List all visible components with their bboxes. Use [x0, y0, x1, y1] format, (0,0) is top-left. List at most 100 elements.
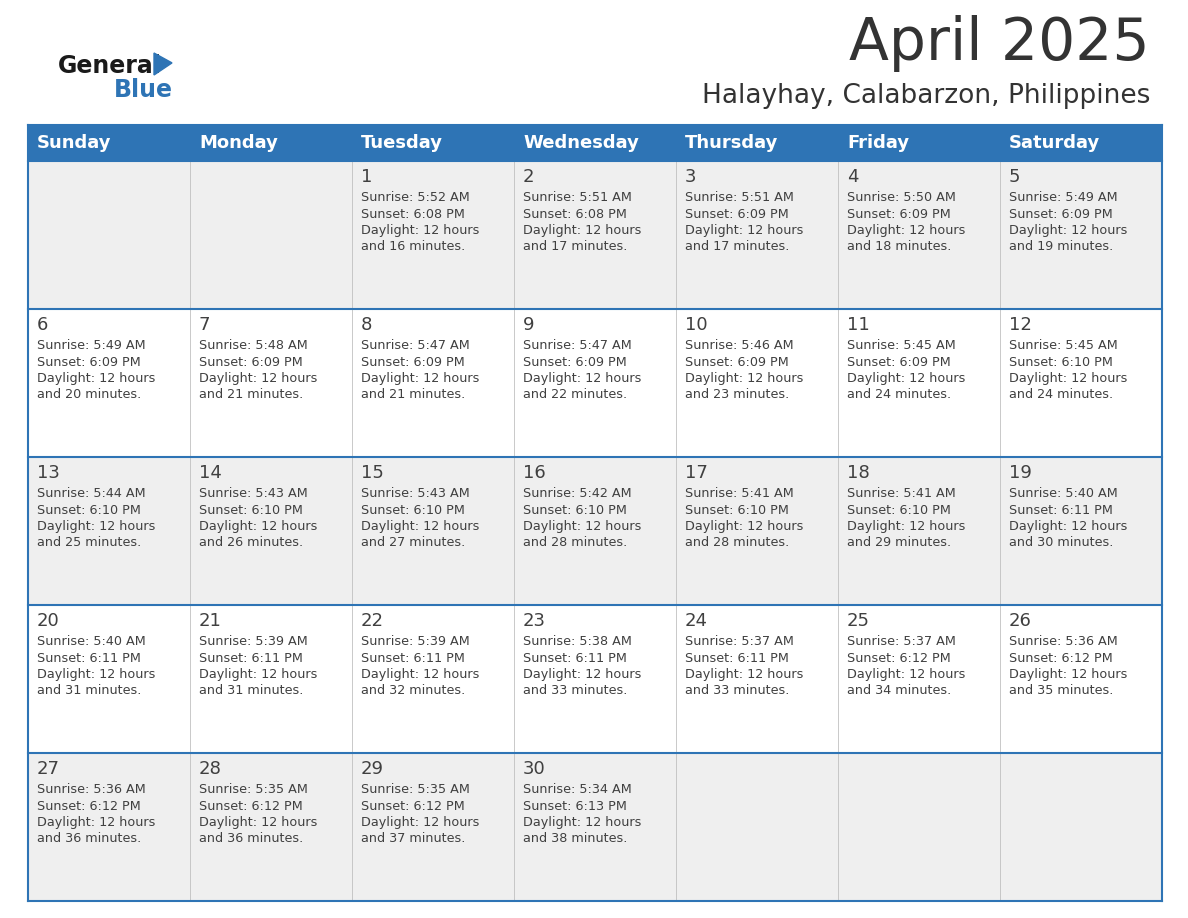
Text: Sunset: 6:08 PM: Sunset: 6:08 PM [361, 207, 465, 220]
Text: Sunrise: 5:49 AM: Sunrise: 5:49 AM [37, 339, 146, 352]
Text: Sunset: 6:09 PM: Sunset: 6:09 PM [685, 207, 789, 220]
Bar [838, 161, 1000, 309]
Text: Sunrise: 5:35 AM: Sunrise: 5:35 AM [200, 783, 308, 796]
Bar [838, 457, 1000, 605]
Text: and 22 minutes.: and 22 minutes. [523, 388, 627, 401]
Text: Sunrise: 5:40 AM: Sunrise: 5:40 AM [37, 635, 146, 648]
Text: Sunset: 6:10 PM: Sunset: 6:10 PM [847, 503, 950, 517]
Text: Daylight: 12 hours: Daylight: 12 hours [361, 224, 480, 237]
Text: 2: 2 [523, 168, 535, 186]
Text: Sunrise: 5:34 AM: Sunrise: 5:34 AM [523, 783, 632, 796]
Bar [29, 161, 190, 309]
Bar [676, 753, 838, 901]
Polygon shape [154, 53, 172, 75]
Text: Daylight: 12 hours: Daylight: 12 hours [1009, 372, 1127, 385]
Text: Sunrise: 5:49 AM: Sunrise: 5:49 AM [1009, 191, 1118, 204]
Text: Sunset: 6:10 PM: Sunset: 6:10 PM [685, 503, 789, 517]
Text: 19: 19 [1009, 464, 1032, 482]
Text: Daylight: 12 hours: Daylight: 12 hours [1009, 224, 1127, 237]
Text: Daylight: 12 hours: Daylight: 12 hours [685, 520, 803, 533]
Text: and 17 minutes.: and 17 minutes. [523, 241, 627, 253]
Text: General: General [58, 54, 162, 78]
Text: Sunrise: 5:38 AM: Sunrise: 5:38 AM [523, 635, 632, 648]
Bar [1000, 457, 1162, 605]
Text: Tuesday: Tuesday [361, 134, 443, 152]
Text: 6: 6 [37, 316, 49, 334]
Text: 22: 22 [361, 612, 384, 630]
Text: Sunrise: 5:40 AM: Sunrise: 5:40 AM [1009, 487, 1118, 500]
Text: Monday: Monday [200, 134, 278, 152]
Bar [190, 753, 352, 901]
Bar [190, 457, 352, 605]
Text: Sunrise: 5:36 AM: Sunrise: 5:36 AM [1009, 635, 1118, 648]
Text: and 38 minutes.: and 38 minutes. [523, 833, 627, 845]
Text: Daylight: 12 hours: Daylight: 12 hours [1009, 520, 1127, 533]
Text: Sunset: 6:11 PM: Sunset: 6:11 PM [523, 652, 627, 665]
Text: 12: 12 [1009, 316, 1032, 334]
Text: Sunday: Sunday [37, 134, 112, 152]
Text: and 25 minutes.: and 25 minutes. [37, 536, 141, 550]
Text: Daylight: 12 hours: Daylight: 12 hours [847, 372, 966, 385]
Bar [352, 309, 514, 457]
Bar [838, 753, 1000, 901]
Text: 5: 5 [1009, 168, 1020, 186]
Text: Sunrise: 5:45 AM: Sunrise: 5:45 AM [847, 339, 956, 352]
Text: Sunrise: 5:43 AM: Sunrise: 5:43 AM [361, 487, 469, 500]
Text: and 34 minutes.: and 34 minutes. [847, 685, 952, 698]
Text: Sunset: 6:12 PM: Sunset: 6:12 PM [847, 652, 950, 665]
Text: Daylight: 12 hours: Daylight: 12 hours [361, 668, 480, 681]
Bar [1000, 161, 1162, 309]
Text: and 19 minutes.: and 19 minutes. [1009, 241, 1113, 253]
Text: 20: 20 [37, 612, 59, 630]
Bar [838, 309, 1000, 457]
Text: Sunrise: 5:43 AM: Sunrise: 5:43 AM [200, 487, 308, 500]
Bar [1000, 605, 1162, 753]
Text: Sunrise: 5:51 AM: Sunrise: 5:51 AM [685, 191, 794, 204]
Text: and 33 minutes.: and 33 minutes. [685, 685, 789, 698]
Bar [676, 161, 838, 309]
Text: Daylight: 12 hours: Daylight: 12 hours [847, 668, 966, 681]
Text: Sunrise: 5:42 AM: Sunrise: 5:42 AM [523, 487, 632, 500]
Text: and 18 minutes.: and 18 minutes. [847, 241, 952, 253]
Text: 17: 17 [685, 464, 708, 482]
Bar [514, 161, 676, 309]
Bar [514, 309, 676, 457]
Text: Daylight: 12 hours: Daylight: 12 hours [685, 224, 803, 237]
Text: Daylight: 12 hours: Daylight: 12 hours [685, 668, 803, 681]
Text: Sunrise: 5:48 AM: Sunrise: 5:48 AM [200, 339, 308, 352]
Bar [514, 457, 676, 605]
Text: Sunrise: 5:47 AM: Sunrise: 5:47 AM [523, 339, 632, 352]
Text: Sunset: 6:09 PM: Sunset: 6:09 PM [1009, 207, 1113, 220]
Text: and 28 minutes.: and 28 minutes. [685, 536, 789, 550]
Text: and 36 minutes.: and 36 minutes. [200, 833, 303, 845]
Text: Daylight: 12 hours: Daylight: 12 hours [361, 816, 480, 829]
Text: 23: 23 [523, 612, 546, 630]
Text: April 2025: April 2025 [849, 15, 1150, 72]
Text: Sunrise: 5:47 AM: Sunrise: 5:47 AM [361, 339, 469, 352]
Bar [514, 753, 676, 901]
Text: Sunrise: 5:50 AM: Sunrise: 5:50 AM [847, 191, 956, 204]
Bar [352, 161, 514, 309]
Text: and 16 minutes.: and 16 minutes. [361, 241, 466, 253]
Text: and 26 minutes.: and 26 minutes. [200, 536, 303, 550]
Text: and 37 minutes.: and 37 minutes. [361, 833, 466, 845]
Text: Sunset: 6:09 PM: Sunset: 6:09 PM [685, 355, 789, 368]
Text: and 36 minutes.: and 36 minutes. [37, 833, 141, 845]
Text: and 27 minutes.: and 27 minutes. [361, 536, 466, 550]
Text: and 29 minutes.: and 29 minutes. [847, 536, 952, 550]
Text: Wednesday: Wednesday [523, 134, 639, 152]
Text: Sunrise: 5:39 AM: Sunrise: 5:39 AM [200, 635, 308, 648]
Text: 8: 8 [361, 316, 372, 334]
Bar [29, 605, 190, 753]
Text: 30: 30 [523, 760, 545, 778]
Text: and 24 minutes.: and 24 minutes. [1009, 388, 1113, 401]
Text: and 35 minutes.: and 35 minutes. [1009, 685, 1113, 698]
Text: Daylight: 12 hours: Daylight: 12 hours [37, 816, 156, 829]
Text: Daylight: 12 hours: Daylight: 12 hours [200, 816, 317, 829]
Text: and 31 minutes.: and 31 minutes. [37, 685, 141, 698]
Text: Friday: Friday [847, 134, 909, 152]
Text: 26: 26 [1009, 612, 1032, 630]
Text: and 33 minutes.: and 33 minutes. [523, 685, 627, 698]
Text: and 20 minutes.: and 20 minutes. [37, 388, 141, 401]
Text: Daylight: 12 hours: Daylight: 12 hours [361, 520, 480, 533]
